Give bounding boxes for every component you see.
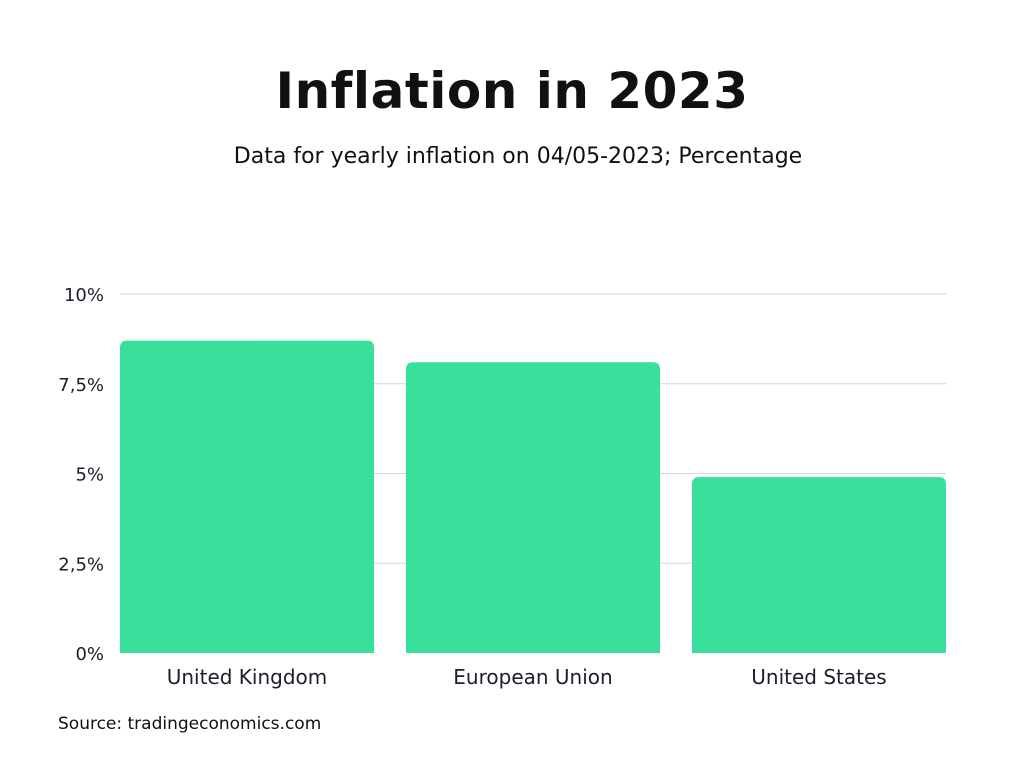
chart-title: Inflation in 2023 (275, 62, 749, 120)
bar-united-kingdom (120, 340, 374, 653)
source-note: Source: tradingeconomics.com (58, 714, 322, 734)
bars (120, 340, 946, 653)
x-tick-label: United States (751, 665, 886, 689)
x-tick-label: European Union (453, 665, 612, 689)
y-tick-label: 7,5% (58, 375, 104, 396)
y-axis-ticks: 0% 2,5% 5% 7,5% 10% (58, 285, 104, 665)
bar-united-states (692, 477, 946, 653)
chart-subtitle: Data for yearly inflation on 04/05-2023;… (233, 144, 803, 169)
bar-chart: 0% 2,5% 5% 7,5% 10% United Kingdom European U… (58, 285, 946, 689)
y-tick-label: 0% (75, 644, 104, 665)
x-axis-ticks: United Kingdom European Union United State… (167, 665, 887, 689)
bar-european-union (406, 362, 660, 653)
y-tick-label: 5% (75, 465, 104, 486)
y-tick-label: 10% (64, 285, 104, 306)
x-tick-label: United Kingdom (167, 665, 328, 689)
y-tick-label: 2,5% (58, 554, 104, 575)
